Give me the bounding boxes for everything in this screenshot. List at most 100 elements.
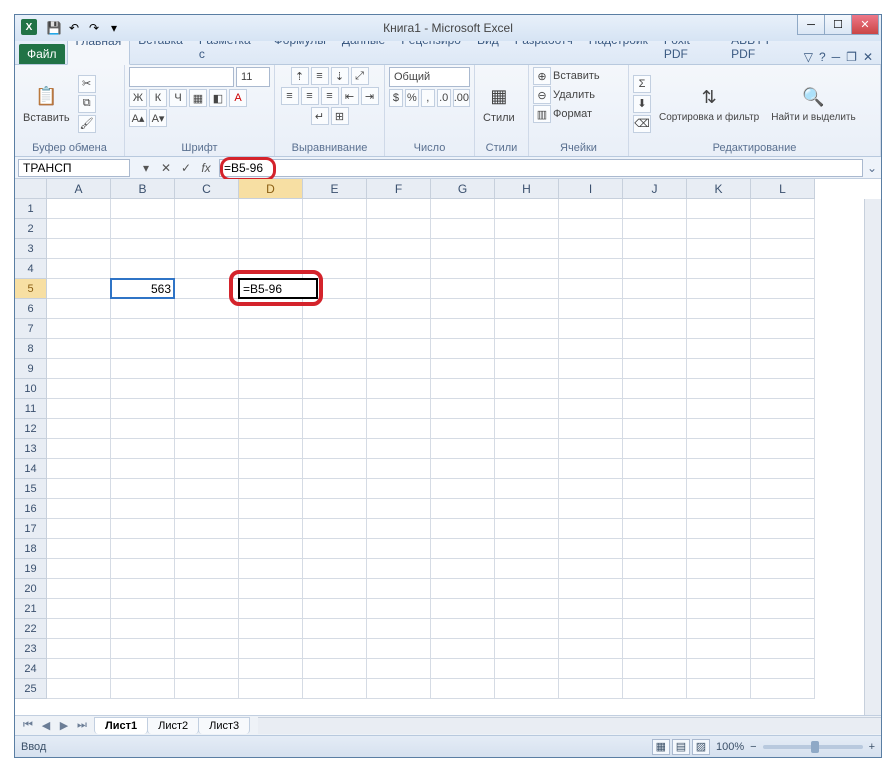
cell-A22[interactable] <box>47 619 111 639</box>
cell-D20[interactable] <box>239 579 303 599</box>
cell-I17[interactable] <box>559 519 623 539</box>
clear-icon[interactable]: ⌫ <box>633 115 651 133</box>
cell-D8[interactable] <box>239 339 303 359</box>
row-header-7[interactable]: 7 <box>15 319 47 339</box>
cell-L15[interactable] <box>751 479 815 499</box>
cell-D12[interactable] <box>239 419 303 439</box>
find-select-button[interactable]: 🔍 Найти и выделить <box>767 82 859 125</box>
cells-area[interactable]: 563=B5-96 <box>47 199 815 715</box>
cell-I21[interactable] <box>559 599 623 619</box>
cell-J23[interactable] <box>623 639 687 659</box>
cell-A2[interactable] <box>47 219 111 239</box>
cell-B15[interactable] <box>111 479 175 499</box>
cell-A24[interactable] <box>47 659 111 679</box>
autosum-icon[interactable]: Σ <box>633 75 651 93</box>
cell-B8[interactable] <box>111 339 175 359</box>
undo-icon[interactable]: ↶ <box>65 19 83 37</box>
cell-L4[interactable] <box>751 259 815 279</box>
cell-A25[interactable] <box>47 679 111 699</box>
cell-G12[interactable] <box>431 419 495 439</box>
col-header-G[interactable]: G <box>431 179 495 199</box>
sort-filter-button[interactable]: ⇅ Сортировка и фильтр <box>655 82 763 125</box>
cell-F17[interactable] <box>367 519 431 539</box>
cell-A21[interactable] <box>47 599 111 619</box>
cell-G3[interactable] <box>431 239 495 259</box>
cell-L12[interactable] <box>751 419 815 439</box>
cell-D17[interactable] <box>239 519 303 539</box>
cell-B13[interactable] <box>111 439 175 459</box>
cell-B23[interactable] <box>111 639 175 659</box>
cell-I14[interactable] <box>559 459 623 479</box>
cell-A6[interactable] <box>47 299 111 319</box>
cell-G25[interactable] <box>431 679 495 699</box>
cell-B11[interactable] <box>111 399 175 419</box>
cell-F21[interactable] <box>367 599 431 619</box>
cell-C13[interactable] <box>175 439 239 459</box>
maximize-button[interactable]: ☐ <box>824 15 852 35</box>
cell-B24[interactable] <box>111 659 175 679</box>
cell-H24[interactable] <box>495 659 559 679</box>
cell-H25[interactable] <box>495 679 559 699</box>
font-name-select[interactable] <box>129 67 234 87</box>
cell-K11[interactable] <box>687 399 751 419</box>
tab-file[interactable]: Файл <box>19 44 65 64</box>
cell-A15[interactable] <box>47 479 111 499</box>
formula-input[interactable]: =B5-96 <box>219 159 863 177</box>
enter-icon[interactable]: ✓ <box>177 159 195 177</box>
cell-E11[interactable] <box>303 399 367 419</box>
cell-B21[interactable] <box>111 599 175 619</box>
cell-L17[interactable] <box>751 519 815 539</box>
align-left-icon[interactable]: ≡ <box>281 87 299 105</box>
cell-I5[interactable] <box>559 279 623 299</box>
cell-H3[interactable] <box>495 239 559 259</box>
cell-H13[interactable] <box>495 439 559 459</box>
cell-J4[interactable] <box>623 259 687 279</box>
col-header-I[interactable]: I <box>559 179 623 199</box>
cell-J10[interactable] <box>623 379 687 399</box>
cell-K17[interactable] <box>687 519 751 539</box>
cell-J15[interactable] <box>623 479 687 499</box>
cell-E21[interactable] <box>303 599 367 619</box>
cell-I11[interactable] <box>559 399 623 419</box>
cell-D21[interactable] <box>239 599 303 619</box>
cell-J24[interactable] <box>623 659 687 679</box>
cell-I20[interactable] <box>559 579 623 599</box>
cell-K2[interactable] <box>687 219 751 239</box>
cell-I4[interactable] <box>559 259 623 279</box>
cell-H11[interactable] <box>495 399 559 419</box>
cell-I18[interactable] <box>559 539 623 559</box>
shrink-font-icon[interactable]: A▾ <box>149 109 167 127</box>
cell-I22[interactable] <box>559 619 623 639</box>
cell-E24[interactable] <box>303 659 367 679</box>
fill-color-icon[interactable]: ◧ <box>209 89 227 107</box>
row-header-19[interactable]: 19 <box>15 559 47 579</box>
cell-J1[interactable] <box>623 199 687 219</box>
cell-J11[interactable] <box>623 399 687 419</box>
cell-B1[interactable] <box>111 199 175 219</box>
cell-J25[interactable] <box>623 679 687 699</box>
cell-D16[interactable] <box>239 499 303 519</box>
cell-F13[interactable] <box>367 439 431 459</box>
sheet-nav-1[interactable]: ◀ <box>37 719 55 732</box>
percent-icon[interactable]: % <box>405 89 419 107</box>
cell-G23[interactable] <box>431 639 495 659</box>
cell-B25[interactable] <box>111 679 175 699</box>
format-cells-icon[interactable]: ▥ <box>533 105 551 123</box>
cell-F12[interactable] <box>367 419 431 439</box>
sheet-tab-Лист3[interactable]: Лист3 <box>198 717 250 734</box>
redo-icon[interactable]: ↷ <box>85 19 103 37</box>
cell-K13[interactable] <box>687 439 751 459</box>
page-layout-icon[interactable]: ▤ <box>672 739 690 755</box>
cell-F14[interactable] <box>367 459 431 479</box>
indent-dec-icon[interactable]: ⇤ <box>341 87 359 105</box>
cell-H20[interactable] <box>495 579 559 599</box>
cell-E20[interactable] <box>303 579 367 599</box>
cell-A3[interactable] <box>47 239 111 259</box>
cell-G17[interactable] <box>431 519 495 539</box>
row-header-23[interactable]: 23 <box>15 639 47 659</box>
cell-H17[interactable] <box>495 519 559 539</box>
cell-K24[interactable] <box>687 659 751 679</box>
cell-E16[interactable] <box>303 499 367 519</box>
cell-K4[interactable] <box>687 259 751 279</box>
cell-A11[interactable] <box>47 399 111 419</box>
